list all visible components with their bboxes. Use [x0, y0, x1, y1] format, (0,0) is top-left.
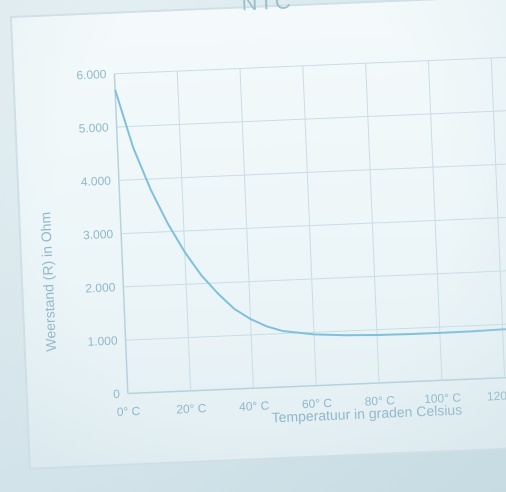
ntc-resistance-chart: 0 1.000 2.000 3.000 4.000 5.000 6.000 0° C 20° … [37, 54, 506, 426]
grid-line-vertical [239, 68, 254, 389]
y-tick-label: 4.000 [81, 174, 112, 189]
series [114, 89, 506, 337]
grid-line-vertical [365, 63, 380, 383]
grid-line-vertical [490, 57, 506, 378]
grid-line-vertical [302, 65, 317, 386]
grid-line-horizontal [116, 108, 506, 128]
projection-screen: NTC 0 1.000 2.000 3.000 4.000 5.000 6.000 0° C… [12, 0, 506, 468]
y-tick-label: 1.000 [87, 334, 118, 349]
y-tick-label: 2.000 [85, 280, 116, 295]
y-tick-label: 5.000 [78, 120, 109, 135]
grid-line-vertical [176, 71, 192, 391]
grid-line-vertical [427, 60, 443, 381]
x-tick-label: 100° C [424, 391, 462, 407]
grid [114, 54, 506, 394]
y-axis-line [113, 73, 129, 394]
x-axis-line [127, 374, 506, 395]
axes [113, 73, 506, 395]
x-tick-label: 40° C [239, 399, 270, 414]
x-tick-label: 20° C [176, 401, 207, 416]
chart-title: NTC [241, 0, 294, 16]
y-tick-label: 6.000 [76, 67, 107, 82]
y-tick-label: 3.000 [83, 227, 114, 242]
x-axis-label: Temperatuur in graden Celsius [271, 402, 462, 426]
grid-line-horizontal [125, 321, 506, 341]
y-axis-label: Weerstand (R) in Ohm [37, 212, 59, 352]
x-tick-label: 60° C [302, 396, 333, 411]
grid-line-horizontal [118, 161, 506, 181]
grid-line-horizontal [114, 54, 506, 75]
grid-line-horizontal [123, 267, 506, 288]
x-tick-label: 0° C [117, 404, 141, 419]
series-line [114, 89, 506, 337]
grid-line-horizontal [121, 214, 506, 235]
x-tick-label: 120° C [487, 388, 506, 404]
y-tick-label: 0 [113, 387, 121, 401]
x-tick-label: 80° C [364, 393, 395, 408]
y-tick-labels: 0 1.000 2.000 3.000 4.000 5.000 6.000 [76, 67, 121, 401]
